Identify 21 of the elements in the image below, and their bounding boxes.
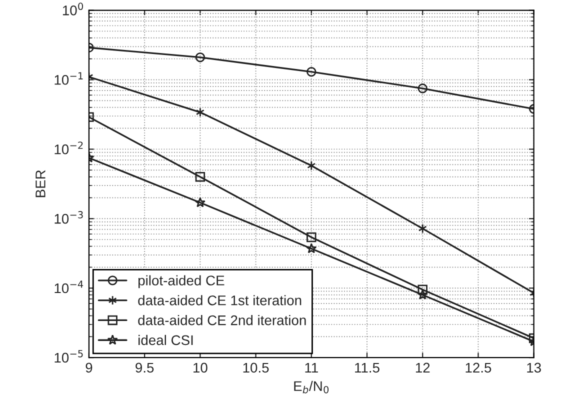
legend-label: ideal CSI	[138, 334, 193, 346]
x-tick-label: 9	[86, 362, 92, 373]
y-tick-label: 10$^{0}$	[62, 2, 84, 16]
y-tick-label: 10$^{−4}$	[54, 280, 84, 294]
y-tick-label: 10$^{−3}$	[54, 211, 83, 224]
x-tick-label: 10.5	[243, 362, 269, 373]
x-tick-label: 9.5	[136, 362, 154, 373]
x-tick-label: 13	[527, 362, 541, 373]
x-tick-label: 12	[416, 362, 430, 372]
x-tick-label: 11	[305, 362, 318, 372]
y-tick-label: 10$^{−1}$	[54, 72, 83, 85]
y-tick-label: 10$^{−2}$	[54, 142, 83, 154]
x-axis-title: E$_{b}$/N$_{0}$	[294, 380, 329, 394]
x-tick-label: 10	[194, 362, 208, 373]
x-tick-label: 11.5	[355, 362, 380, 373]
y-axis-title: BER	[36, 170, 46, 198]
y-tick-label: 10$^{−5}$	[54, 350, 83, 363]
legend-label: data-aided CE 1st iteration	[138, 295, 302, 306]
legend-label: pilot-aided CE	[138, 275, 224, 288]
legend-label: data-aided CE 2nd iteration	[138, 315, 306, 326]
x-tick-label: 12.5	[466, 362, 492, 373]
